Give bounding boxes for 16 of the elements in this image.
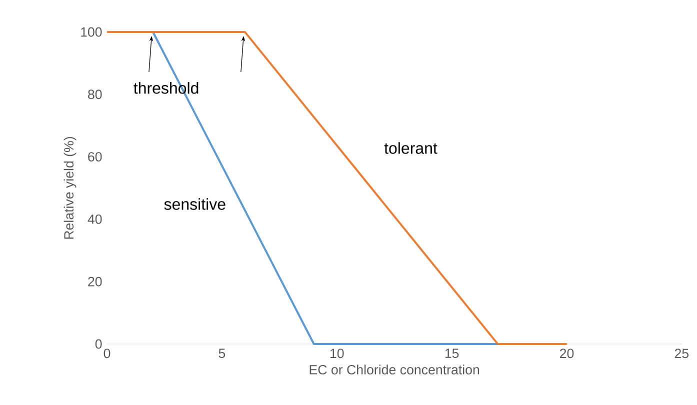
- x-tick-label: 0: [104, 348, 110, 358]
- series-label: sensitive: [164, 198, 226, 210]
- x-tick-label: 5: [218, 348, 226, 358]
- y-tick-label: 80: [88, 90, 102, 100]
- x-tick-label: 20: [560, 348, 574, 358]
- series-label: tolerant: [384, 142, 438, 154]
- x-axis-title: EC or Chloride concentration: [310, 364, 480, 374]
- y-tick-label: 40: [88, 214, 102, 224]
- y-tick-label: 20: [88, 276, 102, 286]
- x-tick-label: 15: [445, 348, 459, 358]
- y-tick-label: 60: [88, 152, 102, 162]
- x-tick-label: 10: [330, 348, 344, 358]
- y-tick-label: 100: [81, 27, 102, 37]
- y-tick-label: 0: [95, 339, 102, 349]
- y-axis-title: Relative yield (%): [64, 136, 76, 239]
- x-tick-label: 25: [674, 348, 689, 358]
